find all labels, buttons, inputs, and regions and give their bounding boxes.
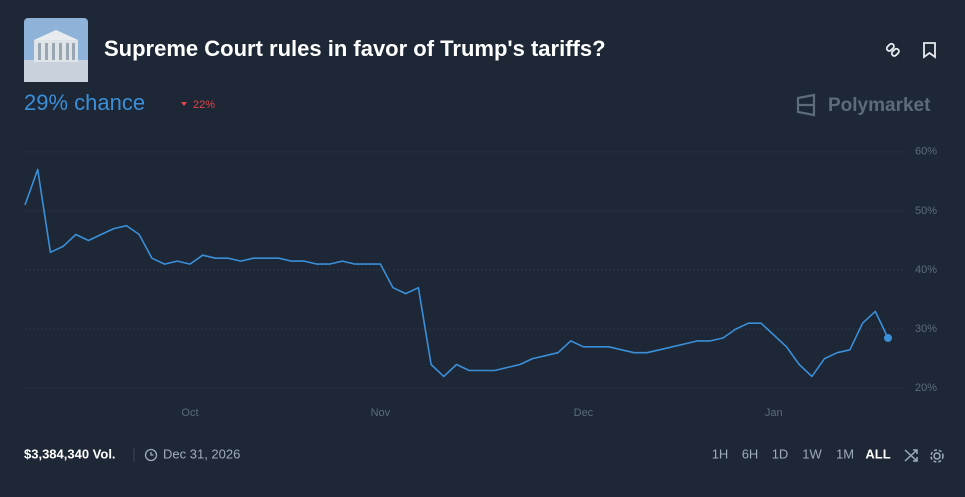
range-button[interactable]: ALL (865, 446, 890, 461)
x-tick-label: Jan (765, 407, 783, 419)
range-button[interactable]: 1W (802, 446, 822, 461)
volume: $3,384,340 Vol. (24, 446, 116, 461)
bookmark-icon[interactable] (923, 42, 936, 59)
clock-icon (144, 448, 158, 462)
change: 22% (193, 99, 215, 111)
y-tick-label: 40% (915, 264, 937, 276)
range-button[interactable]: 1D (772, 446, 789, 461)
plot: 20% 30% 40% 50% 60% Oct Nov Dec Jan (24, 146, 937, 419)
chance: 29% chance (24, 90, 145, 115)
range-button[interactable]: 1H (712, 446, 729, 461)
x-tick-label: Dec (574, 407, 594, 419)
shuffle-icon[interactable] (904, 449, 918, 462)
x-tick-label: Oct (181, 407, 198, 419)
y-tick-label: 20% (915, 382, 937, 394)
change-arrow (181, 102, 187, 106)
y-tick-label: 60% (915, 146, 937, 158)
x-tick-label: Nov (371, 407, 391, 419)
title: Supreme Court rules in favor of Trump's … (104, 36, 606, 61)
end-date: Dec 31, 2026 (163, 446, 240, 461)
brand-logo (796, 93, 816, 117)
last-point (884, 333, 892, 342)
y-tick-label: 50% (915, 205, 937, 217)
price-line (24, 168, 889, 378)
brand: Polymarket (828, 95, 931, 116)
settings-icon[interactable] (930, 449, 944, 463)
range-button[interactable]: 6H (742, 446, 759, 461)
thumbnail (24, 18, 88, 82)
range-button[interactable]: 1M (836, 446, 854, 461)
link-icon[interactable] (885, 42, 900, 57)
range-buttons: 1H 6H 1D 1W 1M ALL (712, 446, 891, 461)
y-tick-label: 30% (915, 323, 937, 335)
